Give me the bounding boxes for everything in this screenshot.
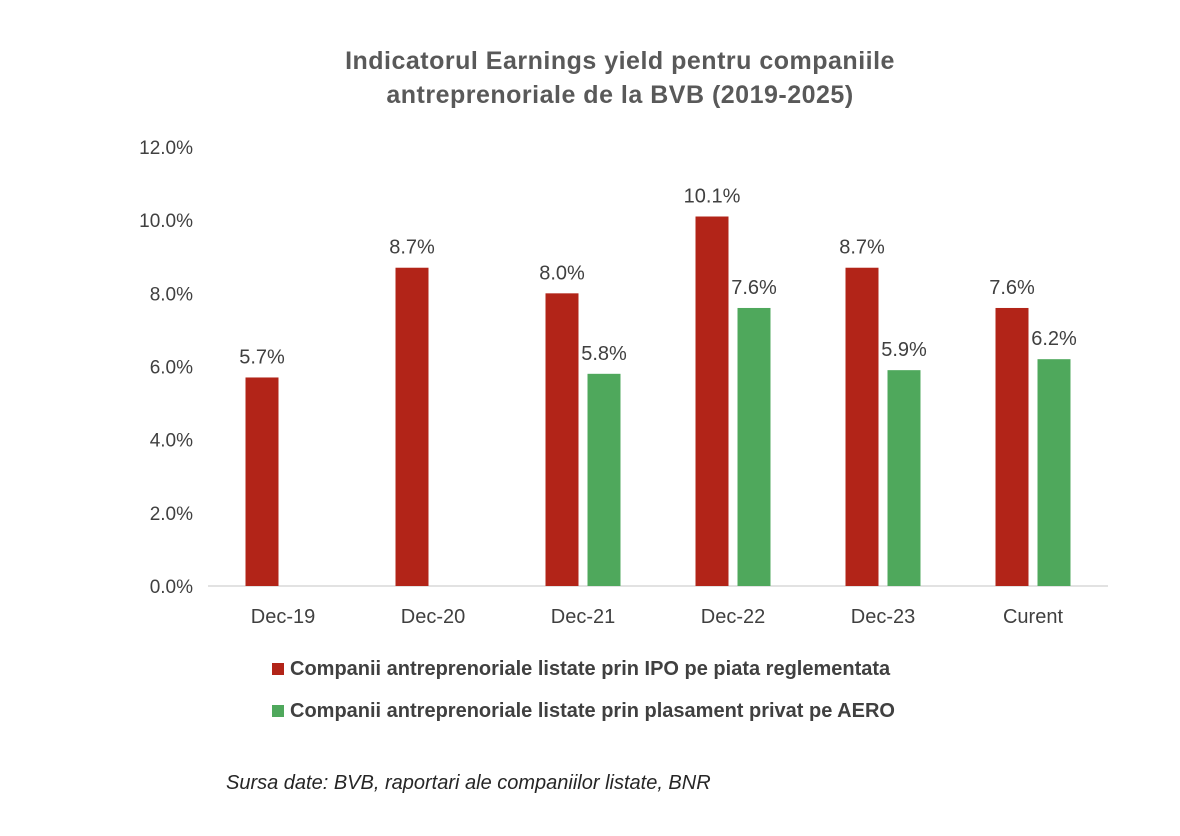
legend-item-ipo: Companii antreprenoriale listate prin IP…: [272, 654, 895, 684]
bar-aero: [1037, 359, 1071, 586]
x-category-label: Dec-23: [851, 606, 915, 628]
legend-swatch-ipo: [272, 663, 284, 675]
x-category-label: Dec-22: [701, 606, 765, 628]
bar-ipo: [995, 307, 1029, 586]
data-label-ipo: 10.1%: [684, 186, 741, 208]
legend: Companii antreprenoriale listate prin IP…: [272, 654, 895, 738]
y-tick-label: 4.0%: [150, 431, 193, 452]
x-category-label: Curent: [1003, 606, 1063, 628]
chart-title: Indicatorul Earnings yield pentru compan…: [0, 44, 1180, 112]
data-label-ipo: 7.6%: [989, 277, 1035, 299]
source-note: Sursa date: BVB, raportari ale companiil…: [226, 772, 711, 794]
bar-ipo: [695, 216, 729, 586]
legend-item-aero: Companii antreprenoriale listate prin pl…: [272, 696, 895, 726]
data-label-ipo: 8.7%: [389, 237, 435, 259]
data-label-aero: 5.8%: [581, 343, 627, 365]
x-category-label: Dec-19: [251, 606, 315, 628]
legend-label-aero: Companii antreprenoriale listate prin pl…: [290, 699, 895, 722]
data-label-ipo: 5.7%: [239, 346, 285, 368]
y-tick-label: 2.0%: [150, 504, 193, 525]
y-tick-label: 6.0%: [150, 358, 193, 379]
legend-swatch-aero: [272, 705, 284, 717]
bar-aero: [887, 370, 921, 586]
bar-ipo: [845, 267, 879, 586]
y-tick-label: 0.0%: [150, 577, 193, 598]
bar-aero: [737, 307, 771, 586]
legend-label-ipo: Companii antreprenoriale listate prin IP…: [290, 657, 891, 680]
bar-aero: [587, 373, 621, 586]
x-category-label: Dec-20: [401, 606, 465, 628]
y-tick-label: 8.0%: [150, 284, 193, 305]
data-label-ipo: 8.7%: [839, 237, 885, 259]
bar-chart: 0.0% 2.0% 4.0% 6.0% 8.0% 10.0% 12.0% 5.7% Dec-19…: [139, 138, 1108, 628]
data-label-aero: 6.2%: [1031, 328, 1077, 350]
bar-ipo: [395, 267, 429, 586]
x-category-label: Dec-21: [551, 606, 615, 628]
y-tick-label: 10.0%: [139, 211, 193, 232]
y-tick-label: 12.0%: [139, 138, 193, 159]
chart-title-line-2: antreprenoriale de la BVB (2019-2025): [386, 81, 854, 109]
data-label-ipo: 8.0%: [539, 262, 585, 284]
bar-ipo: [545, 293, 579, 586]
chart-title-line-1: Indicatorul Earnings yield pentru compan…: [345, 47, 895, 75]
data-label-aero: 7.6%: [731, 277, 777, 299]
bar-ipo: [245, 377, 279, 586]
data-label-aero: 5.9%: [881, 339, 927, 361]
